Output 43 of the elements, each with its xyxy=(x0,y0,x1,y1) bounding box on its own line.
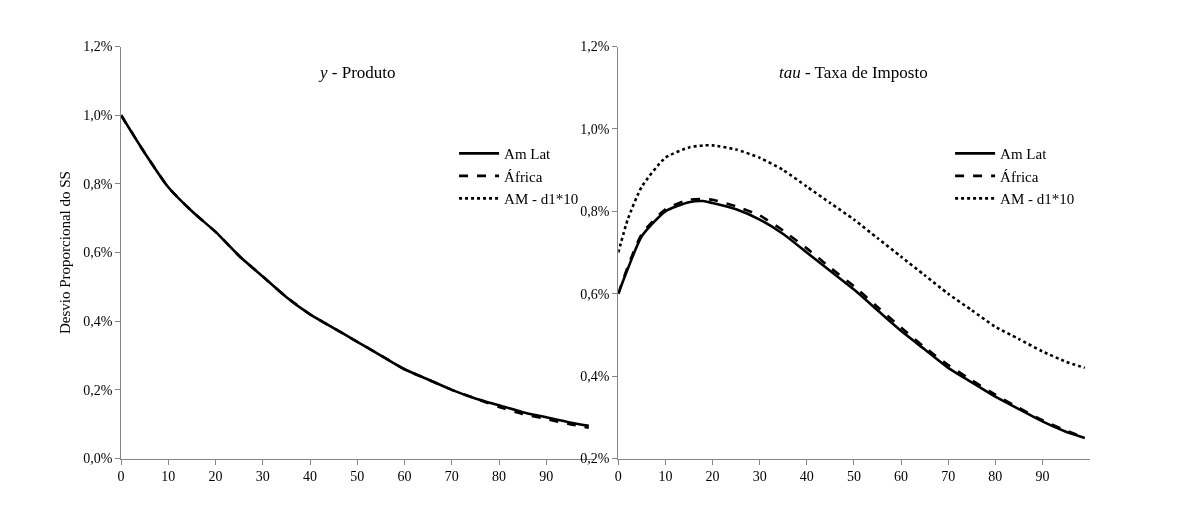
y-tick-label: 0,6% xyxy=(580,286,610,302)
y-tick-label: 1,0% xyxy=(580,121,610,137)
x-tick-label: 70 xyxy=(941,469,956,485)
y-tick-label: 0,2% xyxy=(580,451,610,467)
x-tick-label: 20 xyxy=(208,469,223,485)
y-tick-label: 0,8% xyxy=(83,176,113,192)
text: tau - Taxa de Imposto xyxy=(779,63,928,82)
x-tick-label: 60 xyxy=(894,469,909,485)
y-tick-label: 1,0% xyxy=(83,108,113,124)
x-tick-label: 70 xyxy=(444,469,459,485)
y-tick-label: 1,2% xyxy=(580,39,610,55)
legend-label: Am Lat xyxy=(1000,146,1048,163)
y-axis-title: Desvio Proporcional do SS xyxy=(57,171,74,334)
legend-label: África xyxy=(1000,168,1039,185)
x-tick-label: 0 xyxy=(614,469,622,485)
y-tick-label: 0,0% xyxy=(83,451,113,467)
x-tick-label: 90 xyxy=(539,469,554,485)
y-tick-label: 0,4% xyxy=(83,314,113,330)
x-tick-label: 80 xyxy=(988,469,1003,485)
legend-label: AM - d1*10 xyxy=(504,191,579,208)
line-series xyxy=(618,143,1087,370)
x-tick-label: 30 xyxy=(752,469,767,485)
y-tick-label: 0,8% xyxy=(580,204,610,220)
x-tick-label: 40 xyxy=(303,469,318,485)
x-tick-label: 10 xyxy=(658,469,673,485)
y-tick-label: 1,2% xyxy=(83,39,113,55)
x-tick-label: 30 xyxy=(255,469,270,485)
x-tick-label: 0 xyxy=(117,469,125,485)
text: y - Produto xyxy=(318,63,396,82)
x-tick-label: 50 xyxy=(350,469,365,485)
legend-label: Am Lat xyxy=(504,146,552,163)
x-tick-label: 50 xyxy=(846,469,861,485)
y-tick-label: 0,6% xyxy=(83,245,113,261)
x-tick-label: 60 xyxy=(397,469,412,485)
y-tick-label: 0,2% xyxy=(83,382,113,398)
x-tick-label: 90 xyxy=(1035,469,1050,485)
legend-label: AM - d1*10 xyxy=(1000,191,1075,208)
x-tick-label: 20 xyxy=(705,469,720,485)
legend-label: África xyxy=(504,168,543,185)
x-tick-label: 40 xyxy=(799,469,814,485)
x-tick-label: 80 xyxy=(492,469,507,485)
x-tick-label: 10 xyxy=(161,469,176,485)
y-tick-label: 0,4% xyxy=(580,369,610,385)
